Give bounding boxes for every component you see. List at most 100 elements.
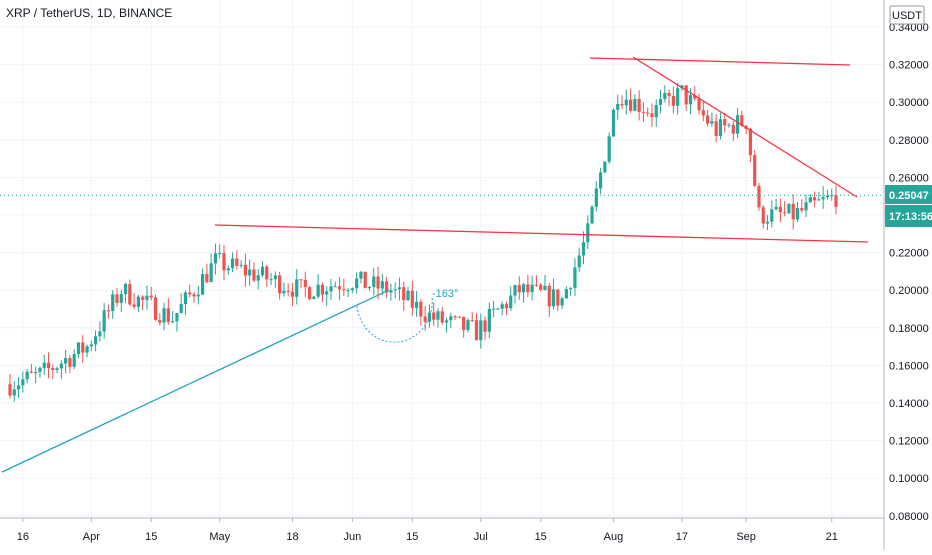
candle-body (774, 206, 778, 210)
candle-body (307, 287, 312, 300)
candle-body (230, 258, 235, 269)
candle-body (34, 371, 38, 373)
candle-body (547, 285, 551, 307)
candle-body (492, 308, 496, 310)
candle-body (590, 206, 594, 224)
candle-body (783, 212, 787, 214)
candle-body (599, 172, 603, 189)
candle-body (81, 342, 85, 353)
candle-body (171, 321, 175, 323)
price-axis[interactable]: 0.340000.320000.300000.280000.260000.240… (883, 0, 932, 550)
candle-body (226, 268, 230, 271)
candle-body (111, 294, 115, 311)
candle-body (513, 285, 517, 296)
candle-body (337, 286, 342, 290)
candle-body (483, 320, 487, 332)
candle-body (256, 275, 260, 281)
candle-body (166, 308, 170, 322)
candle-body (25, 371, 29, 380)
time-tick-label: 17 (676, 531, 688, 543)
candle-body (791, 203, 795, 220)
candle-body (8, 384, 12, 396)
candle-body (504, 304, 509, 309)
candle-body (560, 298, 564, 306)
candle-body (350, 288, 354, 291)
candle-body (765, 221, 770, 224)
currency-box (889, 5, 925, 25)
candle-body (466, 319, 470, 330)
candle-body (243, 264, 247, 276)
candle-body (573, 267, 577, 288)
candle-body (496, 308, 500, 310)
ascending-trendline (1, 289, 390, 473)
candle-body (517, 285, 521, 293)
candle-body (16, 385, 21, 390)
price-tick-label: 0.10000 (889, 473, 929, 485)
candle-body (444, 320, 449, 323)
candle-body (367, 286, 372, 289)
candle-body (474, 320, 479, 341)
last-price-tag (885, 185, 932, 204)
candle-body (175, 313, 179, 322)
candle-body (693, 95, 697, 99)
candle-body (419, 301, 423, 317)
candle-body (740, 115, 744, 126)
candle-body (530, 284, 534, 293)
candle-body (423, 316, 427, 322)
candle-body (363, 271, 367, 289)
candle-body (641, 111, 646, 113)
candle-body (290, 291, 295, 297)
candle-body (684, 85, 688, 105)
candle-body (509, 295, 513, 309)
candle-body (440, 311, 444, 323)
candle-body (581, 242, 586, 256)
candle-body (667, 92, 671, 97)
candle-body (663, 92, 667, 100)
candle-body (145, 295, 149, 300)
candle-body (770, 209, 774, 222)
candle-body (355, 278, 359, 289)
price-tick-label: 0.18000 (889, 323, 929, 335)
candle-body (320, 284, 325, 295)
time-tick-label: 18 (286, 531, 298, 543)
time-tick-label: 15 (406, 531, 418, 543)
candle-body (149, 295, 153, 298)
candle-body (556, 289, 560, 306)
candle-body (735, 115, 740, 134)
candle-body (620, 104, 624, 106)
candle-body (68, 358, 72, 367)
candle-body (85, 346, 89, 353)
candle-body (333, 286, 337, 288)
candle-body (46, 362, 51, 368)
candle-body (385, 281, 389, 293)
candle-body (650, 113, 654, 118)
trendline-drawings: -163° (0, 56, 884, 473)
candle-body (269, 279, 273, 281)
candle-body (688, 95, 693, 105)
candle-body (12, 389, 16, 396)
candle-body (59, 363, 63, 369)
candle-body (372, 276, 376, 287)
candle-body (521, 284, 526, 293)
candle-body (299, 279, 303, 281)
candle-body (136, 296, 140, 307)
candle-body (29, 371, 33, 373)
candle-body (453, 316, 457, 318)
currency-label: USDT (892, 10, 922, 22)
candle-body (457, 316, 461, 318)
price-tick-label: 0.30000 (889, 97, 929, 109)
candle-body (432, 312, 436, 320)
time-axis[interactable]: 16 Apr 15 May 18 Jun 15 Jul 15 Aug 17 Sep 21 (0, 517, 884, 543)
candle-body (312, 296, 316, 300)
candle-body (115, 294, 119, 303)
candle-body (594, 188, 598, 207)
candle-body (295, 279, 299, 297)
candle-body (252, 269, 256, 281)
candle-body (577, 255, 581, 268)
candle-body (804, 202, 808, 211)
countdown-tag (885, 205, 932, 227)
candle-body (119, 294, 123, 303)
candle-body (671, 96, 675, 106)
